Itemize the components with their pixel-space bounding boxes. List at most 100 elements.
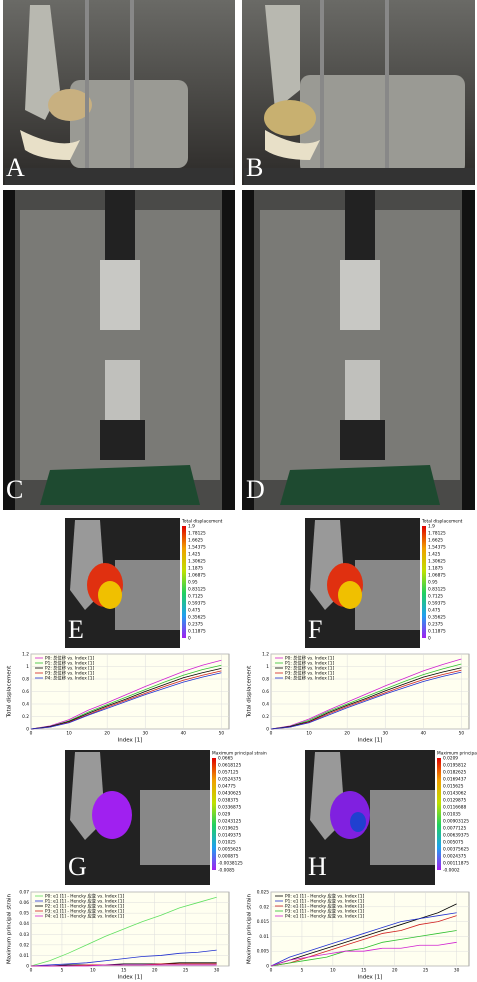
plot-area [270, 891, 470, 967]
colorbar-label: 0.0182625 [443, 770, 467, 776]
colorbar-label: 1.06875 [188, 573, 206, 579]
y-tick-label: 0.015 [257, 919, 270, 925]
series-line [31, 964, 217, 967]
colorbar-label: 0.11875 [428, 629, 446, 635]
panel-label: D [246, 475, 265, 504]
colorbar-label: 0.0143062 [443, 791, 467, 797]
series-line [270, 930, 457, 967]
colorbar-label: 0.475 [428, 608, 441, 614]
x-tick-label: 25 [183, 968, 189, 974]
y-tick-label: 0.4 [22, 702, 29, 708]
legend-label: P4: e1 [1] - Hencky 应变 vs. Index [1] [285, 913, 365, 920]
x-tick-label: 5 [61, 968, 64, 974]
x-tick-label: 40 [181, 731, 187, 737]
x-tick-label: 30 [214, 968, 220, 974]
colorbar-label: 0.04775 [218, 784, 236, 790]
colorbar-label: 0.0336875 [218, 805, 242, 811]
colorbar [182, 526, 186, 638]
legend-label: P3: e1 [1] - Hencky 应变 vs. Index [1] [45, 908, 125, 915]
colorbar-label: 0.000875 [218, 854, 239, 860]
colorbar-title: Maximum principal strain [437, 751, 477, 757]
series-line [270, 658, 462, 730]
colorbar-label: 0.95 [188, 580, 198, 586]
panel-label: B [246, 153, 263, 182]
colorbar-label: 0.7125 [428, 594, 443, 600]
colorbar-label: -0.0085 [218, 868, 235, 874]
legend-label: P1: e1 [1] - Hencky 应变 vs. Index [1] [45, 898, 125, 905]
photo-d [242, 190, 475, 510]
colorbar-label: 0.7125 [188, 594, 203, 600]
x-tick-label: 40 [421, 731, 427, 737]
x-tick-label: 25 [423, 968, 429, 974]
x-axis-label: Index [1] [118, 738, 143, 744]
legend-label: P4: e1 [1] - Hencky 应变 vs. Index [1] [45, 913, 125, 920]
sim-f [305, 518, 420, 648]
colorbar-label: 0.00111875 [443, 861, 469, 867]
colorbar-label: 1.54375 [188, 545, 206, 551]
y-tick-label: 0.6 [262, 689, 269, 695]
y-axis-label: Total displacement [7, 665, 13, 719]
series-line [30, 949, 217, 967]
x-tick-label: 15 [361, 968, 367, 974]
colorbar-label: 0.59375 [428, 601, 446, 607]
y-tick-label: 0.06 [19, 900, 29, 906]
y-tick-label: 0 [266, 727, 269, 733]
colorbar-label: 0.01025 [218, 840, 236, 846]
colorbar-label: 0.01035 [443, 812, 461, 818]
colorbar-label: 0.0116688 [443, 805, 467, 811]
y-tick-label: 1 [26, 664, 29, 670]
series-line [30, 667, 222, 730]
legend-label: P2: e1 [1] - Hencky 应变 vs. Index [1] [285, 903, 365, 910]
colorbar [212, 758, 216, 870]
colorbar-label: 1.6625 [188, 538, 203, 544]
colorbar-title: Total displacement [421, 519, 463, 525]
series-line [30, 659, 222, 730]
colorbar [422, 526, 426, 638]
series-line [270, 941, 457, 967]
legend-label: P0: e1 [1] - Hencky 应变 vs. Index [1] [285, 893, 365, 900]
colorbar-label: 1.1875 [428, 566, 443, 572]
colorbar-label: 0.057125 [218, 770, 239, 776]
x-axis-label: Index [1] [358, 975, 383, 981]
x-tick-label: 5 [301, 968, 304, 974]
series-line [270, 903, 457, 967]
y-tick-label: 1.2 [22, 652, 29, 658]
legend-label: P1: e1 [1] - Hencky 应变 vs. Index [1] [285, 898, 365, 905]
panel-label: G [68, 852, 87, 881]
colorbar-label: 0.0524375 [218, 777, 242, 783]
x-tick-label: 20 [152, 968, 158, 974]
colorbar-label: 0.2375 [428, 622, 443, 628]
colorbar-label: 0.0169437 [443, 777, 467, 783]
colorbar-label: 0.019625 [218, 826, 239, 832]
legend-label: P2: e1 [1] - Hencky 应变 vs. Index [1] [45, 903, 125, 910]
colorbar-label: 1.6625 [428, 538, 443, 544]
y-tick-label: 0.2 [22, 714, 29, 720]
x-tick-label: 30 [142, 731, 148, 737]
x-tick-label: 50 [219, 731, 225, 737]
colorbar-label: 0.35625 [428, 615, 446, 621]
x-tick-label: 50 [459, 731, 465, 737]
series-line [30, 664, 222, 730]
y-tick-label: 1.2 [262, 652, 269, 658]
colorbar-label: 0.00375625 [443, 847, 469, 853]
sim-e [65, 518, 180, 648]
colorbar-label: 0.0430625 [218, 791, 242, 797]
colorbar-label: 0.83125 [188, 587, 206, 593]
legend-label: P4: 总位移 vs. Index [1] [285, 675, 335, 682]
colorbar-label: 0.038375 [218, 798, 239, 804]
y-tick-label: 0.01 [259, 934, 269, 940]
legend-label: P0: e1 [1] - Hencky 应变 vs. Index [1] [45, 893, 125, 900]
colorbar-label: 1.425 [428, 552, 441, 558]
legend-label: P2: 总位移 vs. Index [1] [45, 665, 95, 672]
panel-label: C [6, 475, 23, 504]
colorbar-label: 0.005075 [443, 840, 464, 846]
colorbar-label: 1.78125 [188, 531, 206, 537]
colorbar-label: 1.54375 [428, 545, 446, 551]
colorbar-label: 0.0665 [218, 756, 233, 762]
series-line [270, 667, 462, 730]
x-tick-label: 20 [104, 731, 110, 737]
x-tick-label: 0 [270, 968, 273, 974]
series-line [31, 962, 217, 967]
legend-label: P2: 总位移 vs. Index [1] [285, 665, 335, 672]
